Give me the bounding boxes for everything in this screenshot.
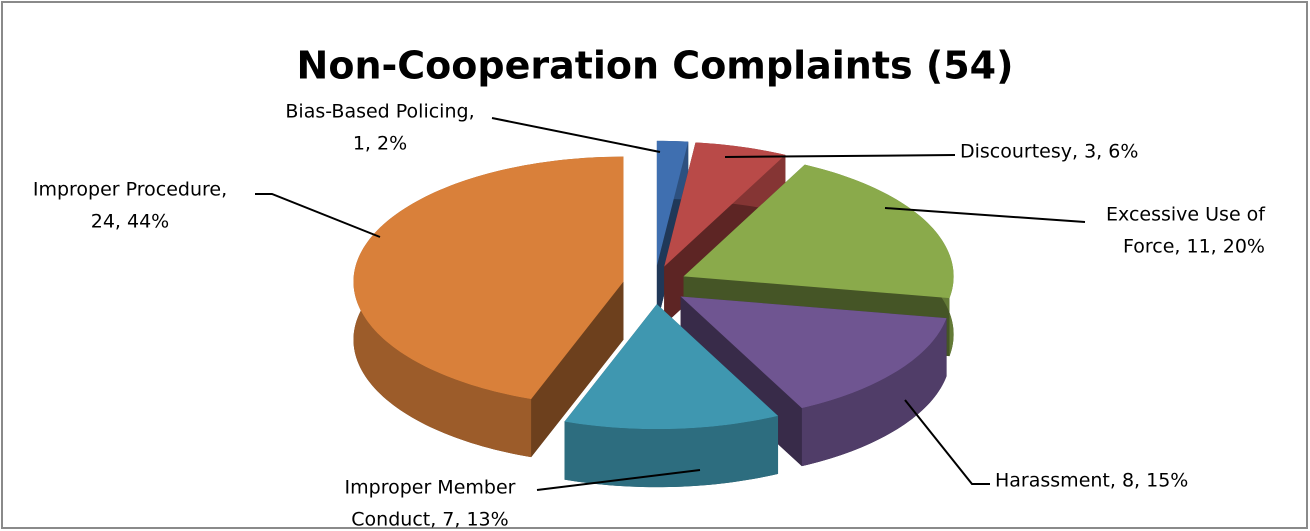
leader-line (491, 117, 661, 153)
data-label: 1, 2% (353, 133, 407, 155)
labels: Bias-Based Policing, 1, 2% Discourtesy, 3,… (33, 101, 1266, 531)
leader-line (536, 469, 701, 491)
data-label: Conduct, 7, 13% (351, 509, 508, 531)
data-label: Improper Member (345, 477, 516, 499)
slice (564, 304, 779, 430)
chart-title: Non-Cooperation Complaints (54) (297, 44, 1014, 88)
data-label: 24, 44% (91, 211, 170, 233)
slice (353, 156, 624, 400)
leader-line (904, 399, 990, 485)
data-label: Excessive Use of (1106, 204, 1266, 226)
leader-line (255, 193, 381, 238)
data-label: Bias-Based Policing, (285, 101, 474, 123)
leader-line (724, 154, 956, 158)
slice-side (531, 281, 624, 458)
data-label: Force, 11, 20% (1123, 236, 1265, 258)
slice-rim (564, 415, 779, 488)
pie (353, 140, 954, 488)
slice (656, 140, 689, 266)
slice (683, 164, 954, 299)
slice (680, 296, 947, 409)
data-label: Harassment, 8, 15% (995, 470, 1188, 492)
leader-line (884, 207, 1086, 223)
data-label: Improper Procedure, (33, 179, 227, 201)
slice-rim (801, 318, 947, 467)
slice (664, 142, 786, 267)
data-label: Discourtesy, 3, 6% (960, 141, 1138, 163)
